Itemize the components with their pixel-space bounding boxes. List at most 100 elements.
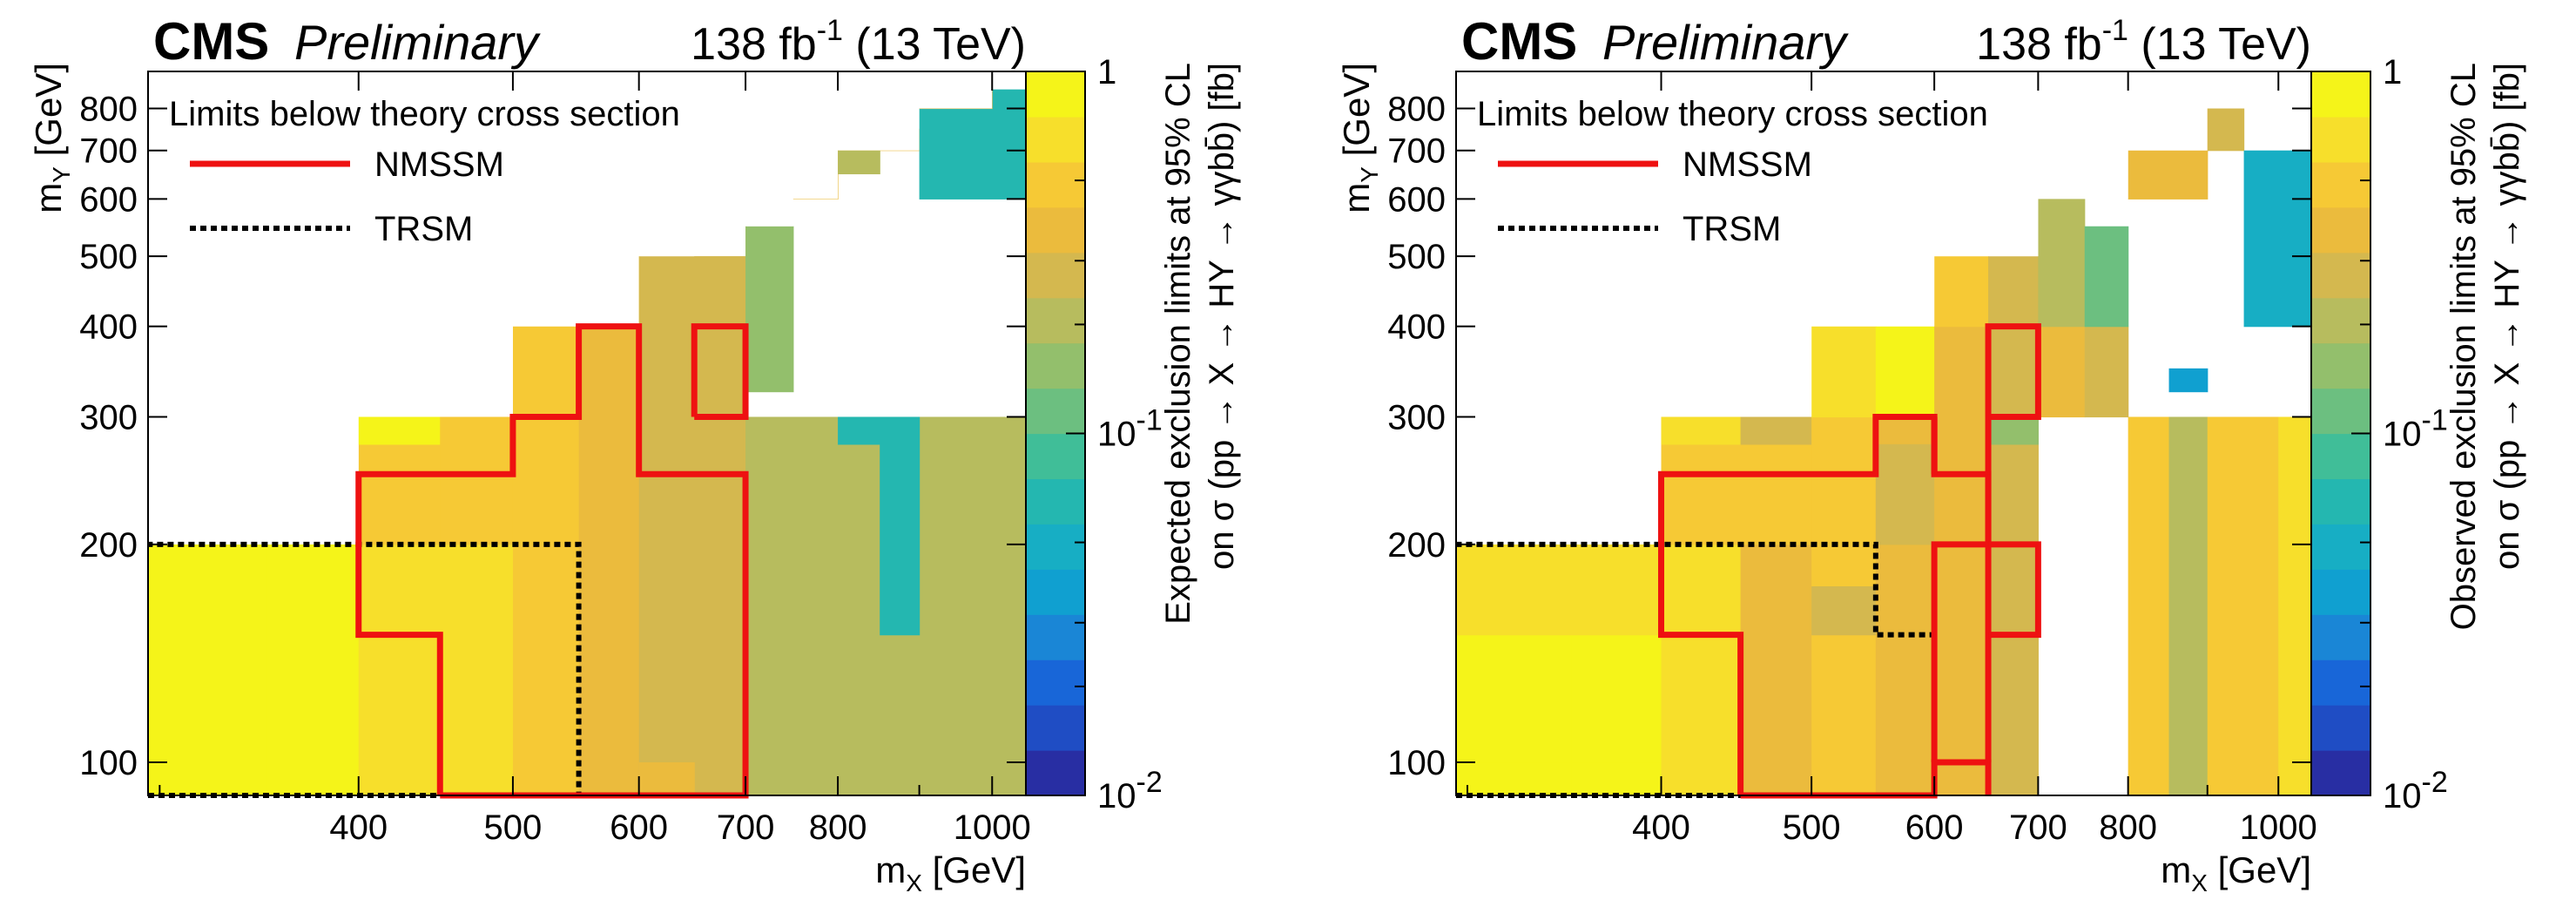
- heatmap-cell: [2168, 416, 2208, 795]
- y-tick-label: 600: [79, 180, 138, 219]
- heatmap-cell: [578, 256, 640, 328]
- heatmap-cell: [2038, 173, 2086, 328]
- cms-label: CMS: [1461, 12, 1577, 71]
- heatmap-cell: [1875, 326, 1935, 418]
- legend: Limits below theory cross section NMSSM TR…: [169, 95, 680, 248]
- color-bar-segment: [1026, 161, 1085, 208]
- y-tick-label: 300: [79, 398, 138, 436]
- panel-observed: 400 500 600 700 800 1000100200300400500600700…: [1336, 12, 2526, 896]
- lumi-value: 138 fb: [1976, 19, 2102, 70]
- heatmap-cell: [838, 150, 880, 175]
- heatmap-cell: [880, 416, 920, 636]
- x-tick-label: 800: [2099, 808, 2157, 847]
- heatmap-cell: [1740, 416, 1812, 445]
- color-bar-segment: [2311, 660, 2370, 706]
- color-bar-segment: [2311, 614, 2370, 660]
- legend: Limits below theory cross section NMSSM TR…: [1477, 95, 1988, 248]
- heatmap-cell: [838, 128, 920, 152]
- color-bar-segment: [2311, 71, 2370, 118]
- luminosity-label: 138 fb-1 (13 TeV): [691, 14, 1026, 70]
- x-tick-label: 1000: [954, 808, 1031, 847]
- x-axis-label: mX [GeV]: [875, 849, 1026, 896]
- heatmap-cell: [578, 326, 640, 795]
- z-axis-label-line1: Expected exclusion limits at 95% CL: [1159, 63, 1197, 625]
- color-bar-segment: [1026, 252, 1085, 299]
- heatmap-cell: [838, 416, 880, 445]
- heatmap-cell: [919, 89, 1026, 200]
- heatmap-cell: [745, 128, 839, 200]
- heatmap-cell: [2084, 226, 2129, 328]
- x-tick-label: 1000: [2240, 808, 2317, 847]
- y-tick-label: 600: [1387, 180, 1446, 219]
- heatmap-cell: [1456, 761, 1572, 795]
- z-tick-exponent: -1: [2422, 404, 2448, 437]
- luminosity-label: 138 fb-1 (13 TeV): [1976, 14, 2311, 70]
- color-bar-segment: [2311, 342, 2370, 389]
- z-tick-base: 10: [1097, 416, 1136, 454]
- heatmap-cell: [440, 416, 514, 545]
- heatmap-cells: [1456, 108, 2311, 795]
- heatmap-cell: [694, 173, 746, 257]
- heatmap-cell: [2168, 368, 2208, 393]
- x-tick-label: 600: [610, 808, 668, 847]
- color-bar-segment: [2311, 750, 2370, 796]
- y-tick-label: 100: [1387, 744, 1446, 782]
- z-axis-label-line2: on σ (pp → X → HY → γγbb̄) [fb]: [1203, 63, 1241, 570]
- x-tick-label: 400: [1632, 808, 1690, 847]
- legend-title: Limits below theory cross section: [169, 95, 680, 133]
- color-bar-segment: [1026, 116, 1085, 163]
- y-tick-label: 800: [1387, 91, 1446, 129]
- color-bar-segment: [1026, 297, 1085, 344]
- heatmap-cell: [358, 544, 514, 795]
- color-bar-segment: [2311, 252, 2370, 299]
- nmssm-contour: [1658, 413, 1992, 795]
- z-tick-label: 1: [1097, 53, 1116, 91]
- heatmap-cell: [1934, 326, 1989, 795]
- heatmap-cell: [2243, 416, 2279, 795]
- heatmap-cell: [1571, 761, 1662, 795]
- color-bar-segment: [2311, 388, 2370, 435]
- heatmap-cell: [512, 416, 580, 795]
- heatmap-cell: [2128, 108, 2208, 200]
- preliminary-label: Preliminary: [1602, 15, 1849, 70]
- heatmap-cell: [2207, 416, 2245, 795]
- x-axis-unit: [GeV]: [922, 849, 1026, 890]
- heatmap-cell: [2084, 326, 2129, 418]
- y-tick-label: 500: [1387, 238, 1446, 276]
- panel-expected: 400 500 600 700 800 1000100200300400500600700…: [28, 12, 1241, 896]
- lumi-exponent: -1: [817, 14, 843, 47]
- heatmap-cell: [148, 544, 267, 795]
- energy-label: (13 TeV): [2128, 19, 2311, 70]
- color-bar-segment: [1026, 705, 1085, 751]
- z-tick-label: 10-1: [2383, 404, 2448, 454]
- nmssm-contour: [355, 323, 749, 799]
- y-axis-unit: [GeV]: [28, 63, 69, 166]
- color-bar-segment: [1026, 388, 1085, 435]
- heatmap-cell: [2038, 326, 2086, 418]
- z-tick-base: 10: [1097, 777, 1136, 815]
- z-tick-label: 1: [2383, 53, 2402, 91]
- heatmap-cell: [745, 226, 794, 393]
- z-tick-exponent: -2: [1136, 766, 1163, 799]
- preliminary-label: Preliminary: [294, 15, 541, 70]
- nmssm-contour: [1985, 323, 2041, 420]
- legend-label-nmssm: NMSSM: [1682, 145, 1812, 184]
- y-axis-sub: Y: [48, 166, 75, 183]
- z-tick-base: 1: [1097, 53, 1116, 91]
- heatmap-cell: [1934, 256, 1989, 328]
- x-tick-label: 700: [717, 808, 775, 847]
- x-tick-label: 500: [484, 808, 543, 847]
- heatmap-cells: [148, 89, 1026, 795]
- heatmap-cell: [2243, 150, 2311, 328]
- x-tick-label: 400: [329, 808, 388, 847]
- heatmap-cell: [2128, 416, 2170, 795]
- z-tick-base: 10: [2383, 416, 2422, 454]
- z-tick-label: 10-2: [1097, 766, 1163, 815]
- heatmap-cell: [358, 416, 441, 445]
- nmssm-contour: [1988, 541, 2041, 639]
- heatmap-cell: [1456, 634, 1572, 763]
- color-bar-segment: [1026, 524, 1085, 570]
- color-bar-segment: [2311, 116, 2370, 163]
- x-axis-label: mX [GeV]: [2161, 849, 2311, 896]
